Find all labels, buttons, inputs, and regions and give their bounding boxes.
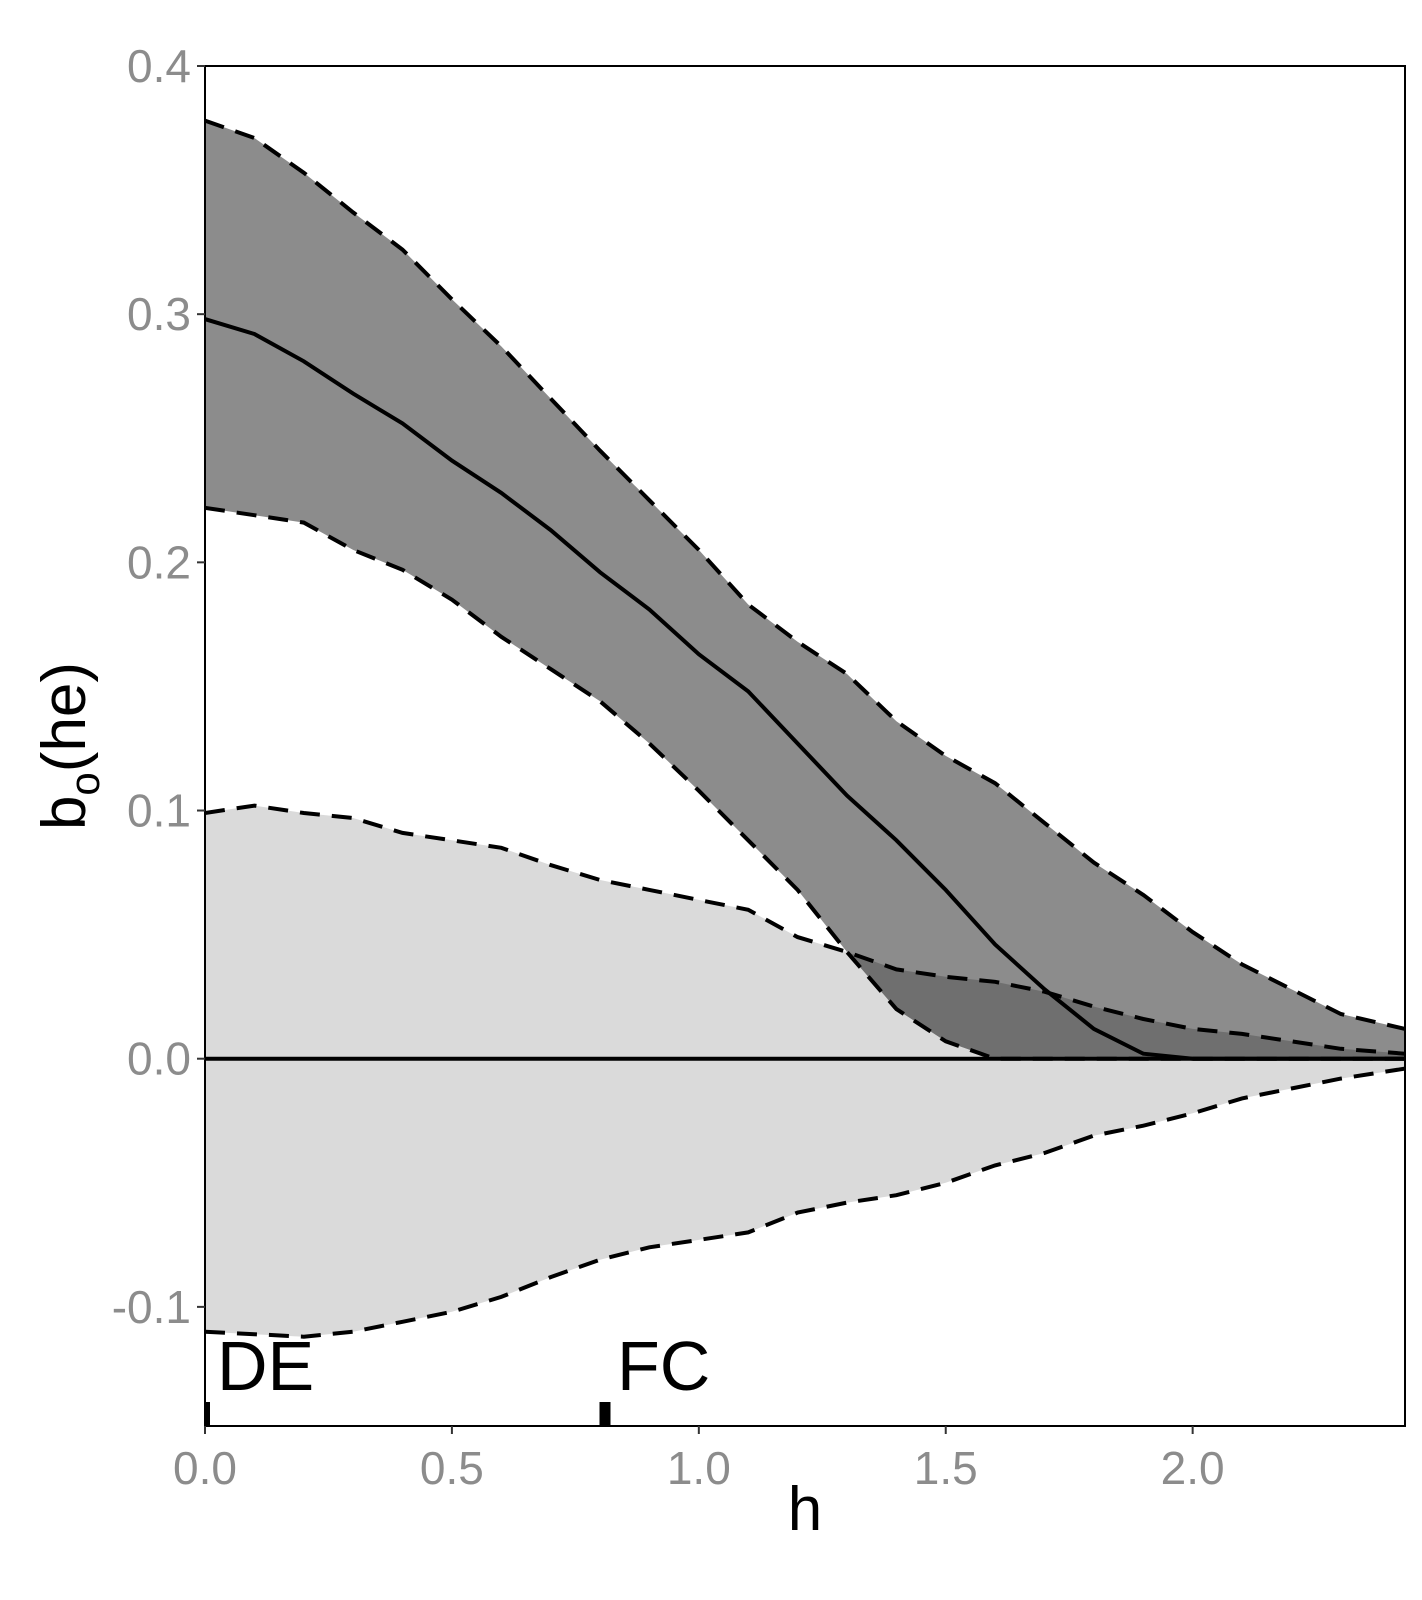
y-axis-title: bo(he) bbox=[30, 662, 108, 830]
annotation-de: DE bbox=[217, 1327, 314, 1405]
x-tick-label: 0.5 bbox=[420, 1442, 484, 1494]
y-axis-title-main: b bbox=[30, 796, 99, 830]
estimate-line bbox=[205, 317, 1405, 1061]
y-tick-label: 0.0 bbox=[127, 1033, 191, 1085]
x-tick-label: 1.5 bbox=[914, 1442, 978, 1494]
y-tick-label: 0.4 bbox=[127, 40, 191, 92]
x-axis-title: h bbox=[788, 1475, 822, 1544]
x-tick-label: 0.0 bbox=[173, 1442, 237, 1494]
y-axis-title-tail: (he) bbox=[30, 662, 99, 772]
x-tick-label: 1.0 bbox=[667, 1442, 731, 1494]
rug-mark-de bbox=[205, 1402, 210, 1426]
y-axis-title-subscript: o bbox=[61, 772, 108, 795]
null-band bbox=[205, 805, 1405, 1337]
observed-lower-line bbox=[205, 505, 1405, 1061]
null-lower-line bbox=[205, 1066, 1405, 1339]
null-upper-line bbox=[205, 803, 1405, 1056]
y-tick-label: -0.1 bbox=[112, 1281, 191, 1333]
y-tick-label: 0.3 bbox=[127, 288, 191, 340]
x-tick-label: 2.0 bbox=[1161, 1442, 1225, 1494]
observed-band bbox=[205, 120, 1405, 1059]
rug-mark-fc bbox=[599, 1402, 611, 1426]
annotation-fc: FC bbox=[617, 1327, 710, 1405]
y-tick-label: 0.2 bbox=[127, 536, 191, 588]
plot-border bbox=[204, 65, 1406, 1427]
observed-upper-line bbox=[205, 118, 1405, 1031]
y-tick-label: 0.1 bbox=[127, 785, 191, 837]
